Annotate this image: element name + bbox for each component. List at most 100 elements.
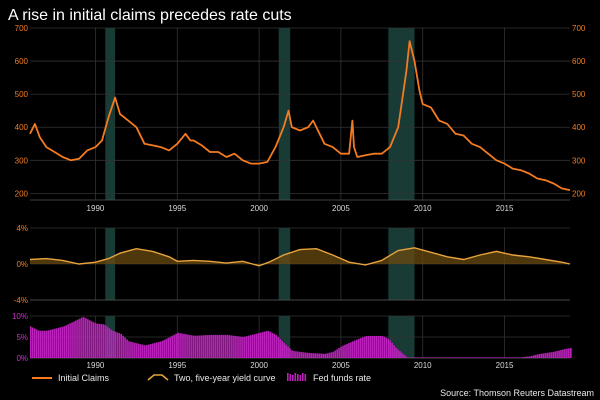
fed-funds-bar-35	[98, 323, 101, 358]
fed-funds-bar-97	[220, 334, 223, 358]
fed-funds-bar-1	[31, 327, 34, 358]
fed-funds-bar-199	[420, 357, 423, 358]
fed-funds-bar-209	[440, 357, 443, 358]
fed-funds-bar-273	[566, 348, 568, 358]
fed-funds-bar-134	[293, 351, 295, 358]
fed-funds-bar-275	[570, 347, 572, 358]
fed-funds-bar-247	[515, 357, 517, 358]
fed-funds-bar-145	[314, 353, 317, 358]
x-tick-label-initial-claims-0: 1990	[87, 204, 105, 213]
fed-funds-bar-205	[432, 357, 435, 358]
x-tick-label-initial-claims-2: 2000	[250, 204, 268, 213]
fed-funds-bar-226	[473, 357, 476, 358]
y-tick-label-initial-claims-1: 300	[15, 156, 29, 165]
fed-funds-bar-127	[279, 338, 282, 358]
fed-funds-bar-16	[61, 326, 64, 358]
fed-funds-bar-232	[485, 357, 488, 358]
legend-swatch-1	[147, 374, 169, 381]
fed-funds-bar-177	[377, 335, 380, 358]
fed-funds-bar-203	[428, 357, 431, 358]
fed-funds-bar-238	[497, 357, 500, 358]
fed-funds-bar-151	[326, 353, 329, 358]
fed-funds-bar-165	[354, 340, 356, 358]
fed-funds-bar-180	[383, 336, 386, 358]
fed-funds-bar-136	[297, 351, 299, 358]
fed-funds-bar-269	[558, 350, 560, 358]
fed-funds-bar-34	[96, 323, 99, 358]
series-line-initial-claims	[29, 40, 571, 191]
fed-funds-bar-100	[226, 334, 229, 358]
legend: Initial Claims Two, five-year yield curve…	[32, 373, 371, 383]
fed-funds-bar-196	[414, 357, 417, 358]
fed-funds-bar-261	[542, 353, 545, 358]
fed-funds-bar-224	[469, 357, 472, 358]
fed-funds-bar-109	[244, 336, 246, 358]
fed-funds-bar-249	[518, 357, 521, 358]
y-tick-label-right-initial-claims-1: 300	[572, 156, 586, 165]
fed-funds-bar-241	[503, 357, 505, 358]
fed-funds-bar-128	[281, 340, 284, 358]
fed-funds-bar-108	[242, 336, 244, 358]
fed-funds-bar-19	[67, 324, 69, 358]
y-tick-label-yield-curve-1: 0%	[16, 260, 28, 269]
fed-funds-bar-122	[269, 331, 272, 358]
legend-label-1: Two, five-year yield curve	[174, 373, 276, 383]
fed-funds-bar-267	[554, 351, 556, 358]
fed-funds-bar-174	[371, 335, 374, 358]
fed-funds-bar-172	[367, 335, 370, 358]
fed-funds-bar-148	[320, 353, 323, 358]
fed-funds-bar-130	[285, 344, 287, 358]
fed-funds-bar-234	[489, 357, 492, 358]
panels-layer: 200 200 300 300 400 400 500 500 600 600 700 700 1990…	[12, 24, 586, 370]
fed-funds-bar-52	[132, 342, 134, 358]
y-tick-label-initial-claims-2: 400	[15, 123, 29, 132]
fed-funds-bar-206	[434, 357, 437, 358]
fed-funds-bar-259	[538, 354, 541, 358]
fed-funds-bar-194	[410, 357, 413, 358]
fed-funds-bar-160	[344, 344, 346, 358]
fed-funds-bar-44	[116, 332, 119, 358]
fed-funds-bar-228	[477, 357, 480, 358]
fed-funds-bar-131	[287, 346, 289, 358]
fed-funds-bar-263	[546, 352, 549, 358]
fed-funds-bar-106	[238, 336, 240, 358]
x-tick-label-initial-claims-1: 1995	[168, 204, 186, 213]
legend-swatch-bar-2-7	[304, 374, 307, 381]
fed-funds-bar-99	[224, 334, 227, 358]
fed-funds-bar-231	[483, 357, 486, 358]
fed-funds-bar-98	[222, 334, 225, 358]
fed-funds-bar-114	[253, 334, 256, 358]
fed-funds-bar-119	[263, 331, 266, 358]
legend-swatch-bar-2-0	[287, 373, 289, 381]
recession-band-0-2	[388, 28, 415, 200]
fed-funds-bar-42	[112, 330, 115, 358]
fed-funds-bar-248	[516, 357, 519, 358]
fed-funds-bar-70	[167, 337, 170, 358]
fed-funds-bar-163	[350, 342, 352, 358]
fed-funds-bar-58	[143, 345, 146, 358]
fed-funds-bar-222	[465, 357, 468, 358]
x-tick-label-initial-claims-3: 2005	[332, 204, 350, 213]
fed-funds-bar-55	[138, 343, 140, 358]
x-tick-label-initial-claims-5: 2015	[496, 204, 514, 213]
fed-funds-bar-14	[57, 327, 60, 358]
fed-funds-bar-45	[118, 333, 121, 358]
fed-funds-bar-51	[130, 341, 132, 358]
fed-funds-bar-76	[179, 333, 181, 358]
legend-swatch-bar-2-6	[302, 373, 304, 381]
fed-funds-bar-265	[550, 352, 553, 358]
fed-funds-bar-26	[81, 317, 83, 358]
x-tick-label-fed-funds-0: 1990	[87, 361, 105, 370]
fed-funds-bar-268	[556, 351, 558, 358]
fed-funds-bar-4	[37, 330, 40, 358]
fed-funds-bar-116	[257, 333, 260, 358]
fed-funds-bar-252	[524, 356, 527, 358]
fed-funds-bar-264	[548, 352, 551, 358]
fed-funds-bar-175	[373, 335, 376, 358]
fed-funds-bar-40	[108, 328, 111, 358]
fed-funds-bar-8	[45, 330, 48, 358]
fed-funds-bar-215	[452, 357, 454, 358]
fed-funds-bar-260	[540, 353, 543, 358]
fed-funds-bar-156	[336, 349, 338, 358]
fed-funds-bar-75	[177, 332, 179, 358]
